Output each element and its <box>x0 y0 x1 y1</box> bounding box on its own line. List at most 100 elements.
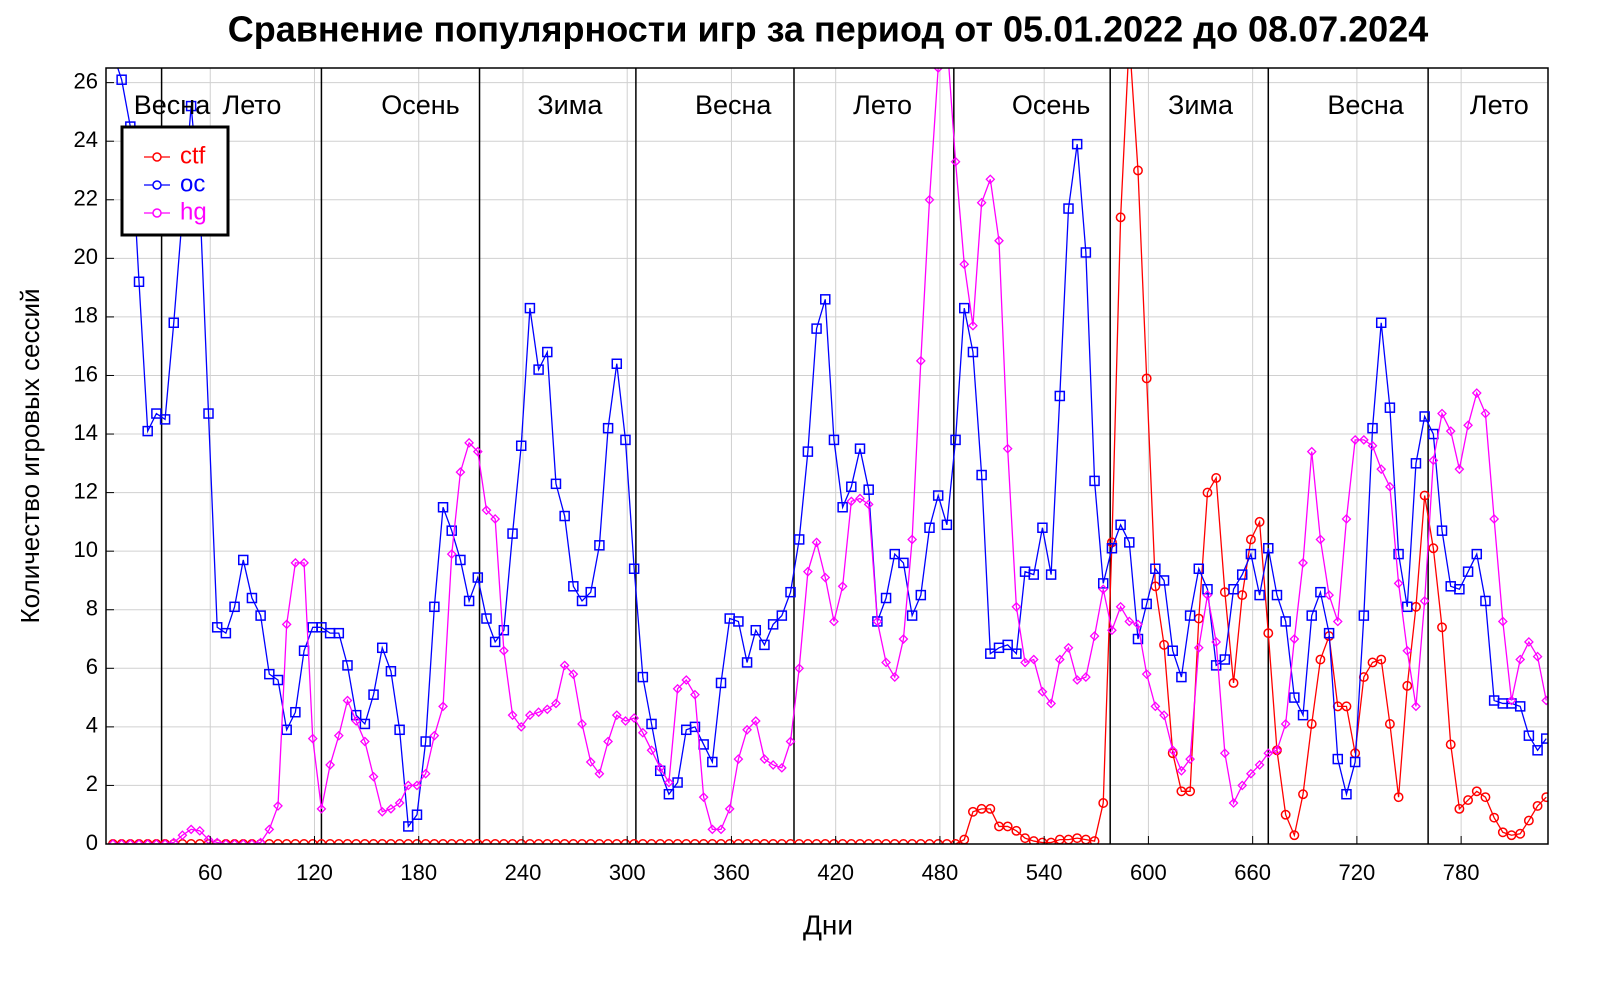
marker <box>1289 692 1300 703</box>
marker <box>1159 639 1169 650</box>
marker <box>108 839 118 844</box>
marker <box>316 622 327 633</box>
marker <box>533 707 544 718</box>
y-tick-label: 6 <box>86 654 98 679</box>
marker <box>151 408 162 419</box>
marker <box>1367 440 1378 451</box>
marker <box>811 323 822 334</box>
marker <box>1506 695 1517 706</box>
marker <box>551 698 561 709</box>
marker <box>1089 475 1100 487</box>
marker <box>585 586 596 598</box>
season-label: Зима <box>537 90 603 120</box>
season-label: Весна <box>695 90 772 120</box>
season-label: Осень <box>1012 90 1091 120</box>
x-tick-label: 780 <box>1443 860 1480 885</box>
marker <box>707 756 718 768</box>
marker <box>577 719 587 729</box>
marker <box>524 710 535 721</box>
marker <box>376 642 388 654</box>
x-tick-label: 120 <box>296 860 333 885</box>
season-label: Лето <box>1470 90 1529 120</box>
marker <box>1384 481 1395 492</box>
marker <box>611 710 622 721</box>
marker <box>889 548 901 560</box>
marker <box>272 674 284 686</box>
marker <box>1245 534 1256 545</box>
marker <box>950 156 961 167</box>
marker <box>672 683 683 694</box>
marker <box>238 554 249 566</box>
marker <box>1106 542 1118 554</box>
marker <box>1411 701 1421 712</box>
y-tick-label: 8 <box>86 596 98 621</box>
marker <box>281 619 292 630</box>
marker <box>1124 537 1135 548</box>
grid <box>106 68 1548 845</box>
marker <box>1454 464 1465 475</box>
marker <box>1323 627 1335 639</box>
marker <box>1080 672 1091 683</box>
marker <box>959 302 970 314</box>
marker <box>160 839 170 844</box>
marker <box>820 572 831 583</box>
marker <box>1097 578 1109 589</box>
marker <box>1497 827 1508 838</box>
marker <box>1080 247 1092 258</box>
y-axis-label: Количество игровых сессий <box>15 288 45 623</box>
marker <box>881 657 891 668</box>
marker <box>1480 792 1491 803</box>
marker <box>1306 446 1317 457</box>
marker <box>1254 589 1265 601</box>
marker <box>1515 828 1526 839</box>
marker <box>854 443 866 454</box>
legend-marker <box>152 180 162 190</box>
marker <box>1167 745 1178 756</box>
marker <box>325 760 336 770</box>
marker <box>1028 654 1039 665</box>
x-tick-label: 480 <box>922 860 959 885</box>
marker <box>1437 408 1447 419</box>
marker <box>1132 633 1144 645</box>
marker <box>924 194 935 205</box>
marker <box>1376 464 1387 475</box>
marker <box>907 534 918 545</box>
marker <box>1428 543 1439 554</box>
marker <box>707 824 718 835</box>
marker <box>403 780 414 791</box>
marker <box>220 627 232 639</box>
x-tick-label: 600 <box>1130 860 1167 885</box>
marker <box>342 695 353 706</box>
y-tick-label: 24 <box>74 127 98 152</box>
marker <box>663 788 675 800</box>
marker <box>1523 637 1534 647</box>
marker <box>1150 701 1161 712</box>
marker <box>1002 821 1013 832</box>
marker <box>1375 317 1387 329</box>
marker <box>472 572 484 583</box>
marker <box>837 581 848 592</box>
marker <box>1054 390 1066 402</box>
marker <box>698 792 709 803</box>
plot-frame <box>105 67 1549 845</box>
marker <box>333 627 345 639</box>
marker <box>750 624 762 636</box>
marker <box>1002 639 1013 651</box>
chart-title: Сравнение популярности игр за период от … <box>228 9 1428 50</box>
marker <box>1393 578 1404 589</box>
marker <box>1193 563 1205 574</box>
marker <box>507 528 518 539</box>
marker <box>898 557 909 569</box>
marker <box>1219 748 1230 759</box>
marker <box>932 490 944 501</box>
marker <box>733 616 744 627</box>
marker <box>490 514 501 524</box>
marker <box>1384 718 1395 729</box>
marker <box>768 760 779 770</box>
marker <box>273 801 283 811</box>
marker <box>1384 402 1396 413</box>
marker <box>220 839 231 844</box>
marker <box>481 505 492 516</box>
marker <box>1428 455 1439 466</box>
y-tick-label: 22 <box>74 186 98 211</box>
